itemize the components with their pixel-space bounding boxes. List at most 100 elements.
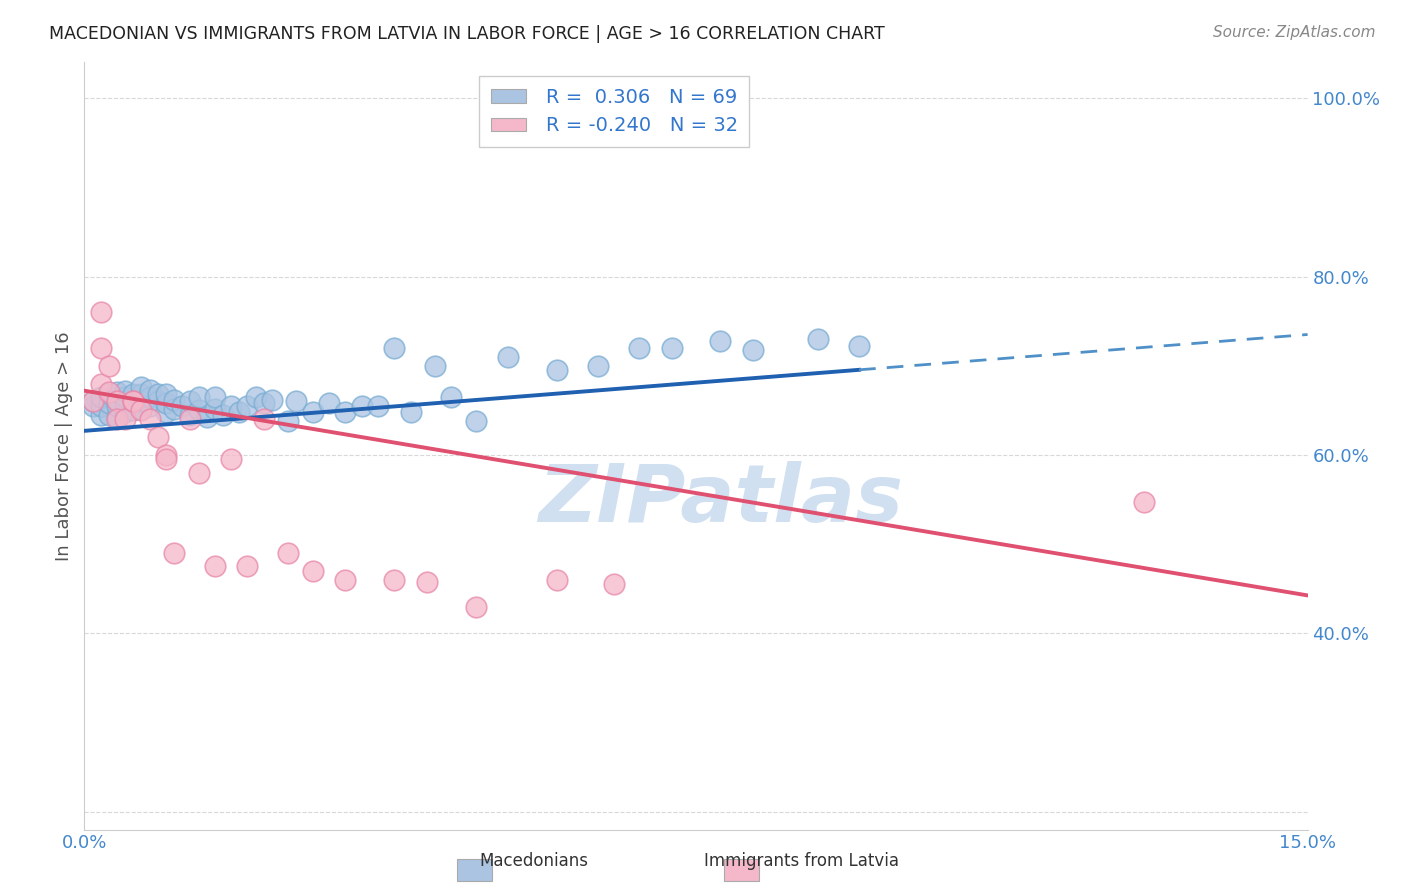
Point	[172, 399, 194, 413]
Point	[82, 394, 104, 409]
Point	[212, 408, 235, 422]
Point	[285, 394, 308, 409]
Point	[122, 394, 145, 409]
Point	[253, 396, 276, 410]
Point	[204, 559, 226, 574]
Point	[114, 396, 136, 410]
Point	[603, 577, 626, 591]
Point	[187, 466, 209, 480]
Point	[498, 350, 520, 364]
Point	[131, 394, 153, 409]
Point	[179, 412, 201, 426]
Point	[464, 414, 486, 428]
Point	[131, 403, 153, 417]
Point	[114, 384, 136, 398]
Point	[195, 410, 218, 425]
Point	[382, 573, 405, 587]
Point	[627, 341, 650, 355]
Point	[335, 405, 357, 419]
Point	[90, 341, 112, 355]
Point	[82, 399, 104, 413]
Point	[253, 412, 276, 426]
Point	[138, 390, 160, 404]
Point	[105, 399, 128, 413]
Point	[131, 401, 153, 416]
Point	[155, 452, 177, 467]
Text: Source: ZipAtlas.com: Source: ZipAtlas.com	[1212, 25, 1375, 40]
Point	[464, 599, 486, 614]
Y-axis label: In Labor Force | Age > 16: In Labor Force | Age > 16	[55, 331, 73, 561]
Point	[131, 387, 153, 401]
Point	[301, 405, 323, 419]
Point	[204, 390, 226, 404]
Point	[586, 359, 609, 373]
Point	[204, 401, 226, 416]
Point	[114, 405, 136, 419]
Point	[90, 399, 112, 413]
Point	[219, 399, 242, 413]
Point	[146, 430, 169, 444]
Point	[105, 410, 128, 425]
Point	[277, 546, 299, 560]
Point	[138, 412, 160, 426]
Point	[318, 396, 340, 410]
Point	[90, 390, 112, 404]
Point	[179, 408, 201, 422]
Point	[146, 387, 169, 401]
Point	[260, 392, 283, 407]
Point	[97, 396, 120, 410]
Point	[277, 414, 299, 428]
Point	[163, 392, 186, 407]
Point	[399, 405, 422, 419]
Point	[155, 405, 177, 419]
Point	[301, 564, 323, 578]
Point	[122, 387, 145, 401]
Point	[163, 546, 186, 560]
Point	[82, 394, 104, 409]
Point	[97, 408, 120, 422]
Text: MACEDONIAN VS IMMIGRANTS FROM LATVIA IN LABOR FORCE | AGE > 16 CORRELATION CHART: MACEDONIAN VS IMMIGRANTS FROM LATVIA IN …	[49, 25, 884, 43]
Point	[709, 334, 731, 348]
Point	[179, 394, 201, 409]
Point	[367, 399, 389, 413]
Point	[546, 573, 568, 587]
Point	[105, 392, 128, 407]
Point	[105, 385, 128, 400]
Point	[90, 376, 112, 391]
Point	[90, 305, 112, 319]
Legend: R =  0.306   N = 69, R = -0.240   N = 32: R = 0.306 N = 69, R = -0.240 N = 32	[479, 76, 749, 147]
Point	[138, 383, 160, 397]
Point	[122, 394, 145, 409]
Point	[155, 387, 177, 401]
Point	[219, 452, 242, 467]
Point	[350, 399, 373, 413]
Point	[122, 394, 145, 409]
Text: Macedonians: Macedonians	[479, 852, 589, 870]
Point	[105, 412, 128, 426]
Point	[236, 559, 259, 574]
Point	[546, 363, 568, 377]
Point	[807, 332, 830, 346]
Point	[90, 408, 112, 422]
Point	[1133, 495, 1156, 509]
Point	[122, 403, 145, 417]
Point	[236, 399, 259, 413]
Point	[105, 394, 128, 409]
Point	[97, 359, 120, 373]
Point	[131, 380, 153, 394]
Point	[146, 394, 169, 409]
Point	[416, 574, 439, 589]
Point	[661, 341, 683, 355]
Text: Immigrants from Latvia: Immigrants from Latvia	[704, 852, 898, 870]
Point	[97, 385, 120, 400]
Point	[163, 401, 186, 416]
Point	[335, 573, 357, 587]
Point	[742, 343, 765, 357]
Text: ZIPatlas: ZIPatlas	[538, 460, 903, 539]
Point	[155, 396, 177, 410]
Point	[382, 341, 405, 355]
Point	[114, 390, 136, 404]
Point	[138, 399, 160, 413]
Point	[155, 448, 177, 462]
Point	[423, 359, 446, 373]
